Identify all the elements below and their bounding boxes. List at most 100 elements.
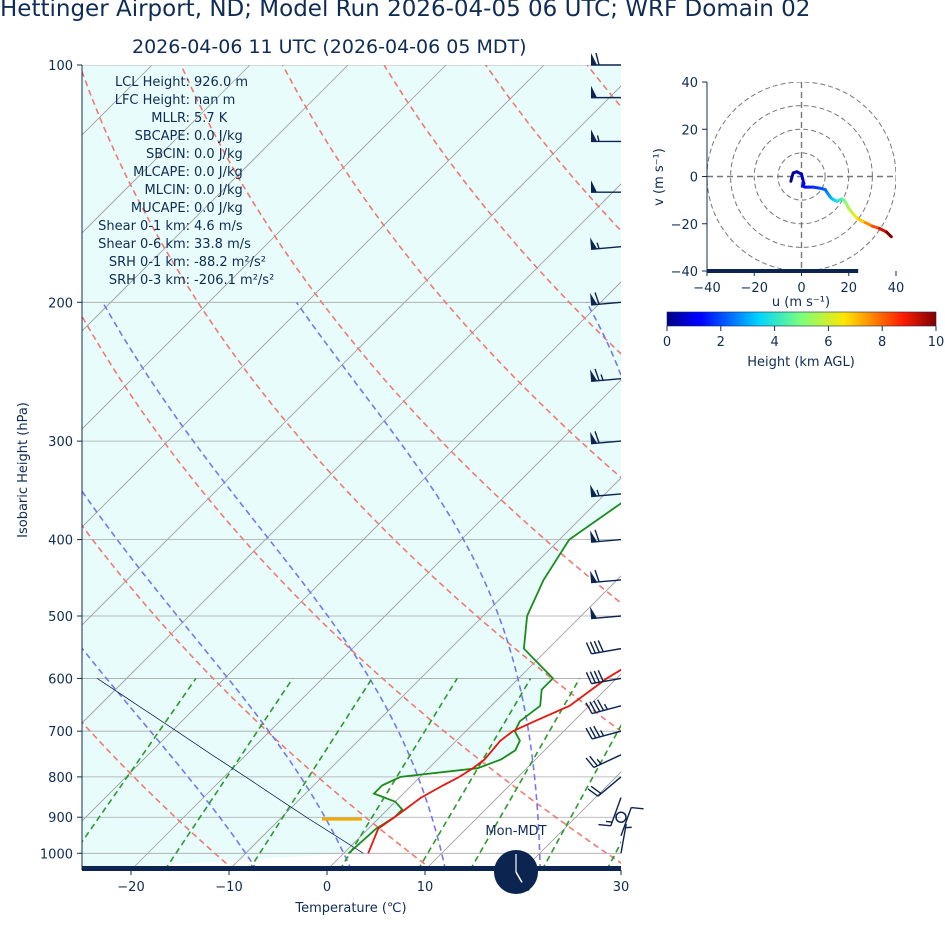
hodo-segment (885, 230, 893, 239)
isotherm-line (82, 65, 251, 234)
dry-adiabat-line (82, 69, 621, 733)
temperature-line (367, 668, 621, 854)
colorbar-tick-label: 8 (878, 335, 886, 350)
hodo-y-tick-label: 20 (681, 123, 698, 138)
dry-adiabat-line (82, 314, 621, 864)
hodograph: −40 −20 0 20 40 −40 −20 0 20 40 u (m s⁻¹) v (m s⁻… (652, 76, 904, 310)
colorbar-label: Height (km AGL) (747, 355, 855, 370)
barb-feather (594, 569, 600, 583)
barb-half-feather (605, 820, 613, 823)
y-tick-label: 700 (48, 725, 73, 740)
wind-barb (620, 806, 644, 836)
x-tick-label: 10 (417, 880, 434, 895)
y-tick-label: 900 (48, 811, 73, 826)
barb-shaft (620, 807, 632, 836)
y-tick-label: 400 (48, 534, 73, 549)
mixing-ratio-line (417, 677, 532, 870)
barb-flag (590, 570, 598, 583)
barb-feather (585, 702, 593, 714)
wind-barb (585, 725, 622, 740)
page-subtitle: 2026-04-06 11 UTC (2026-04-06 05 MDT) (132, 36, 527, 58)
barb-flag (590, 530, 598, 543)
y-tick-label: 1000 (40, 847, 73, 862)
barb-feather (594, 292, 600, 305)
barb-feather (585, 642, 593, 655)
moisture-shading (82, 65, 621, 870)
hodo-x-label: u (m s⁻¹) (772, 295, 830, 310)
wind-barb (585, 640, 622, 655)
barb-flag (591, 85, 597, 98)
stat-value: 0.0 J/kg (194, 129, 243, 144)
stat-value: 33.8 m/s (194, 237, 251, 252)
skew-t-plot: −20−100102030100200300400500600700800900… (40, 59, 945, 895)
clock-hour-hand (515, 871, 523, 883)
barb-feather (585, 757, 595, 768)
isotherm-line (82, 281, 621, 822)
hodo-y-tick-label: −20 (671, 218, 698, 233)
x-tick-label: 0 (323, 880, 331, 895)
isotherm-line (130, 379, 621, 870)
barb-feather (593, 725, 601, 738)
moist-adiabat-line (295, 301, 541, 870)
stat-value: 0.0 J/kg (194, 165, 243, 180)
barb-feather (589, 671, 597, 684)
barb-feather (593, 700, 601, 712)
barb-feather (631, 806, 644, 810)
mixing-ratio-line (654, 678, 751, 870)
stat-value: 0.0 J/kg (194, 183, 243, 198)
dry-adiabat-line (892, 65, 945, 870)
y-tick-label: 100 (48, 59, 73, 74)
colorbar-tick-label: 0 (663, 335, 671, 350)
stat-value: -88.2 m²/s² (194, 255, 266, 270)
barb-flag (590, 484, 598, 497)
dry-adiabat-line (82, 721, 235, 870)
stat-value: 0.0 J/kg (194, 201, 243, 216)
wind-barb (585, 669, 622, 685)
colorbar-tick-label: 4 (770, 335, 778, 350)
stat-label: MLCIN: (145, 183, 190, 198)
barb-feather (589, 755, 598, 767)
barb-shaft (591, 245, 622, 250)
dry-adiabat-line (82, 524, 434, 870)
mixing-ratio-line (541, 723, 621, 870)
hodo-y-tick-label: −40 (671, 265, 698, 280)
isotherm-line (82, 85, 621, 626)
wind-barbs (585, 52, 644, 854)
barb-feather (595, 52, 600, 66)
hodo-y-tick-label: 40 (681, 76, 698, 91)
barb-feather (589, 641, 597, 654)
moist-adiabat-line (102, 301, 447, 870)
moist-adiabat-line (82, 489, 353, 870)
barb-feather (598, 823, 611, 827)
barb-feather (593, 640, 600, 653)
wind-barb (590, 569, 622, 584)
colorbar-tick-label: 2 (717, 335, 725, 350)
wind-barb (590, 292, 622, 306)
barb-feather (597, 669, 604, 682)
colorbar-gradient (666, 311, 937, 327)
barb-half-feather (596, 489, 600, 497)
barb-shaft (610, 797, 622, 827)
y-axis-label: Isobaric Height (hPa) (16, 402, 31, 538)
hodo-ground-strip (707, 269, 859, 273)
wind-barb (590, 606, 622, 620)
wind-barb (587, 776, 622, 797)
dry-adiabat-line (281, 65, 621, 479)
dry-adiabat-line (180, 65, 621, 604)
barb-flag (591, 180, 597, 193)
stat-value: 4.6 m/s (194, 219, 243, 234)
mixing-ratio-line (339, 677, 458, 870)
parcel-profile-line (96, 678, 364, 854)
stat-label: LFC Height: (115, 93, 190, 108)
stat-value: 926.0 m (194, 75, 248, 90)
dry-adiabat-line (689, 65, 945, 870)
stat-label: MUCAPE: (131, 201, 190, 216)
stat-value: nan m (194, 93, 235, 108)
barb-half-feather (603, 703, 609, 710)
barb-feather (590, 785, 602, 795)
wind-barb (591, 52, 621, 66)
y-tick-label: 800 (48, 771, 73, 786)
hodo-x-tick-label: 20 (840, 281, 857, 296)
barb-half-feather (596, 242, 600, 249)
y-tick-label: 500 (48, 610, 73, 625)
